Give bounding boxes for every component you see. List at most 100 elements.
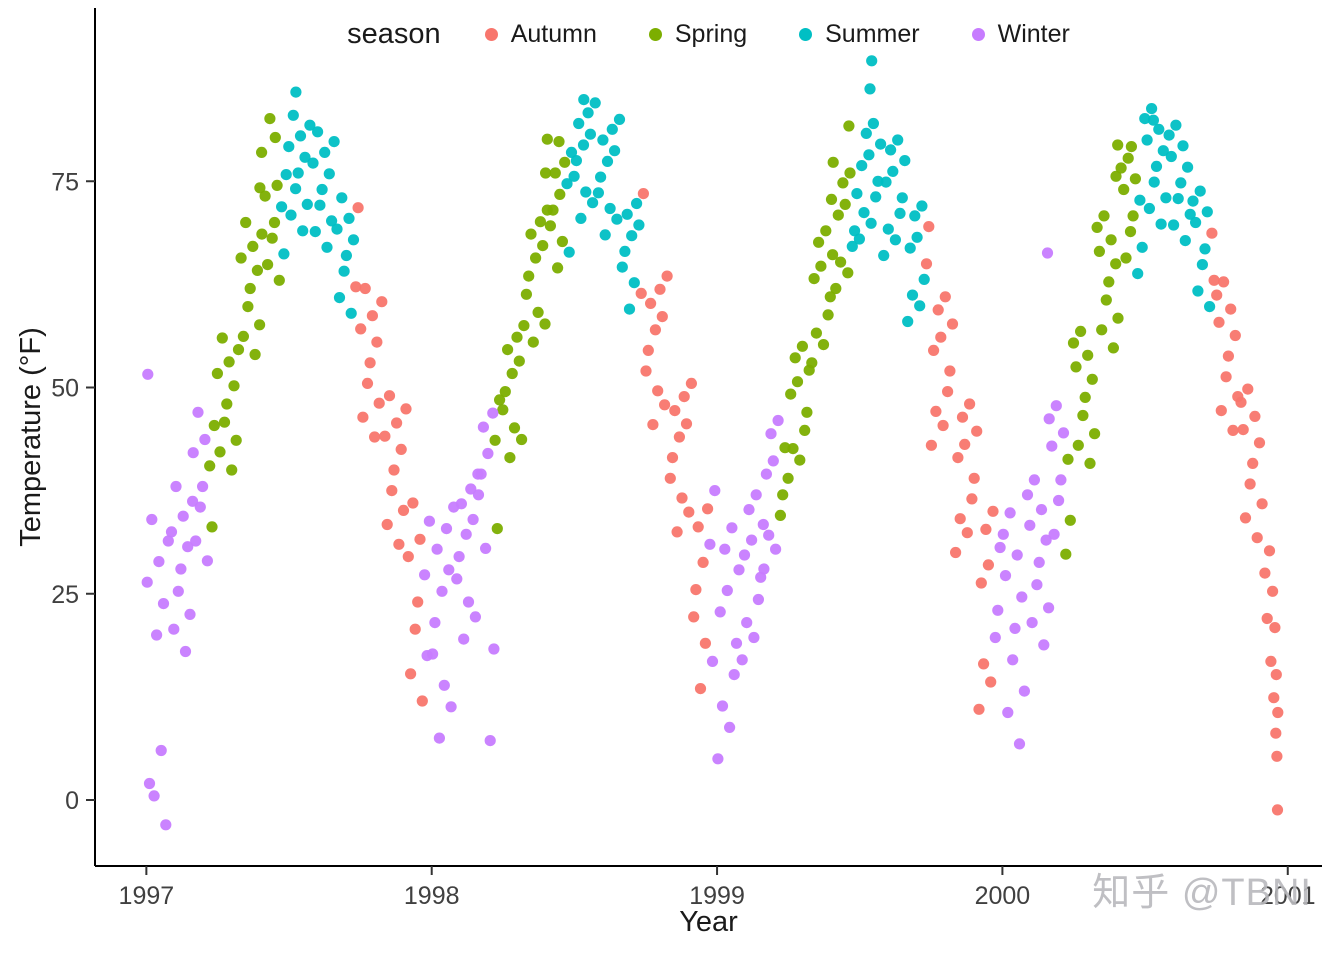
point-winter bbox=[1016, 591, 1028, 603]
point-summer bbox=[1187, 195, 1199, 207]
point-summer bbox=[301, 198, 313, 210]
point-winter bbox=[1043, 413, 1055, 425]
legend-items: Autumn Spring Summer Winter bbox=[484, 20, 1070, 49]
point-summer bbox=[619, 245, 631, 257]
point-spring bbox=[791, 376, 804, 388]
point-autumn bbox=[669, 405, 681, 417]
point-winter bbox=[1021, 489, 1034, 501]
point-winter bbox=[427, 648, 439, 660]
point-autumn bbox=[683, 506, 695, 518]
point-winter bbox=[1035, 504, 1048, 516]
point-winter bbox=[488, 643, 500, 655]
point-winter bbox=[1031, 579, 1043, 591]
point-summer bbox=[297, 225, 309, 237]
point-spring bbox=[1107, 342, 1119, 354]
point-winter bbox=[770, 543, 782, 555]
point-winter bbox=[1040, 534, 1052, 546]
point-autumn bbox=[671, 526, 683, 538]
point-summer bbox=[623, 303, 636, 315]
point-winter bbox=[757, 518, 769, 531]
point-spring bbox=[262, 259, 274, 271]
point-winter bbox=[730, 637, 743, 649]
point-summer bbox=[563, 246, 575, 258]
point-summer bbox=[611, 213, 623, 225]
point-autumn bbox=[1206, 227, 1218, 239]
point-autumn bbox=[416, 695, 428, 707]
point-winter bbox=[443, 564, 455, 576]
point-winter bbox=[714, 606, 726, 618]
point-summer bbox=[285, 209, 297, 221]
point-summer bbox=[309, 226, 321, 238]
point-summer bbox=[621, 208, 633, 220]
point-spring bbox=[249, 348, 261, 361]
point-winter bbox=[455, 498, 467, 510]
point-summer bbox=[345, 307, 357, 319]
point-autumn bbox=[373, 397, 385, 409]
point-spring bbox=[1062, 453, 1074, 465]
point-spring bbox=[504, 452, 516, 464]
point-spring bbox=[235, 252, 247, 264]
x-tick-label: 2000 bbox=[975, 882, 1031, 910]
point-spring bbox=[520, 288, 533, 300]
point-autumn bbox=[966, 493, 978, 505]
point-summer bbox=[628, 277, 640, 289]
point-spring bbox=[839, 198, 851, 210]
point-winter bbox=[765, 428, 777, 440]
point-spring bbox=[1125, 141, 1137, 153]
point-summer bbox=[290, 86, 302, 98]
point-summer bbox=[865, 217, 877, 229]
point-summer bbox=[280, 169, 292, 181]
point-summer bbox=[592, 187, 605, 199]
y-tick-label: 50 bbox=[51, 375, 79, 403]
point-spring bbox=[843, 120, 855, 132]
point-autumn bbox=[654, 283, 666, 295]
legend-dot-autumn bbox=[484, 28, 498, 41]
point-winter bbox=[989, 631, 1001, 644]
point-autumn bbox=[642, 344, 654, 356]
point-autumn bbox=[946, 318, 959, 330]
point-autumn bbox=[944, 365, 956, 377]
point-summer bbox=[304, 119, 316, 131]
point-spring bbox=[530, 252, 542, 264]
point-spring bbox=[825, 193, 838, 205]
point-summer bbox=[570, 155, 583, 167]
point-summer bbox=[885, 144, 897, 156]
point-summer bbox=[1132, 268, 1144, 280]
point-autumn bbox=[379, 430, 391, 442]
point-winter bbox=[487, 407, 499, 419]
point-autumn bbox=[409, 623, 421, 635]
point-summer bbox=[561, 178, 573, 190]
point-spring bbox=[827, 249, 839, 261]
point-spring bbox=[1060, 548, 1072, 560]
point-spring bbox=[1067, 337, 1080, 349]
legend-title: season bbox=[347, 18, 441, 50]
point-summer bbox=[347, 234, 360, 246]
point-spring bbox=[837, 177, 849, 189]
point-autumn bbox=[371, 336, 383, 348]
point-summer bbox=[858, 207, 870, 219]
point-spring bbox=[801, 406, 813, 418]
point-spring bbox=[806, 357, 818, 369]
point-autumn bbox=[950, 546, 962, 559]
point-summer bbox=[331, 223, 343, 235]
point-autumn bbox=[923, 221, 935, 233]
point-summer bbox=[319, 146, 331, 158]
point-spring bbox=[552, 262, 564, 274]
point-autumn bbox=[692, 521, 704, 533]
point-summer bbox=[575, 212, 587, 224]
point-summer bbox=[582, 107, 594, 119]
point-spring bbox=[537, 240, 549, 252]
point-winter bbox=[997, 528, 1009, 540]
point-autumn bbox=[928, 344, 940, 356]
y-axis-title: Temperature (°F) bbox=[15, 327, 47, 547]
point-autumn bbox=[930, 405, 942, 417]
point-summer bbox=[606, 123, 618, 135]
point-spring bbox=[502, 344, 514, 356]
point-winter bbox=[1055, 474, 1067, 486]
point-summer bbox=[1147, 114, 1159, 126]
point-summer bbox=[860, 127, 872, 139]
point-spring bbox=[540, 167, 552, 179]
point-autumn bbox=[381, 518, 393, 531]
point-winter bbox=[484, 735, 496, 747]
point-autumn bbox=[920, 258, 933, 270]
